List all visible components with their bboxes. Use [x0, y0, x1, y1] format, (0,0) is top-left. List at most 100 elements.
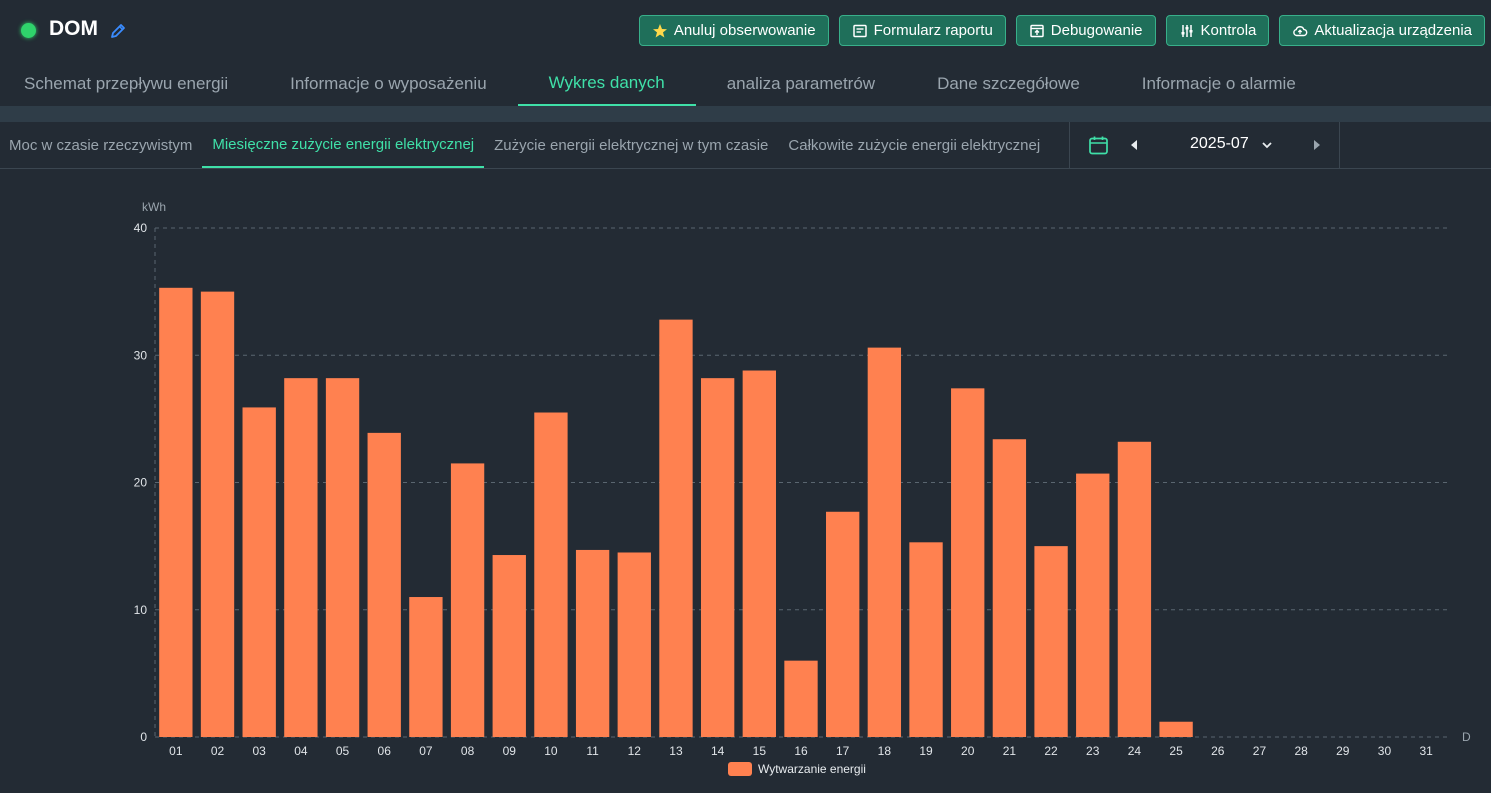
- monthly-consumption-chart: 0 10 20 30 40 kWh D 01 02 03 04 05 06 07 08 09 10 11 12 13 1…: [134, 200, 1471, 776]
- subtab-total-consumption[interactable]: Całkowite zużycie energii elektrycznej: [788, 136, 1041, 154]
- bar-day-09: [492, 555, 526, 737]
- bar-day-20: [951, 388, 985, 737]
- x-tick-label: 03: [253, 744, 267, 758]
- sliders-icon: [1181, 24, 1193, 37]
- x-axis-unit: D: [1462, 730, 1471, 744]
- report-form-button[interactable]: Formularz raportu: [838, 15, 1006, 46]
- bar-day-18: [867, 347, 902, 737]
- x-tick-label: 09: [503, 744, 517, 758]
- bar-day-02: [200, 291, 235, 737]
- x-tick-label: 11: [586, 744, 599, 758]
- x-tick-label: 08: [461, 744, 475, 758]
- selected-month[interactable]: 2025-07: [1190, 135, 1249, 152]
- x-tick-label: 28: [1294, 744, 1308, 758]
- bar-day-23: [1076, 473, 1110, 737]
- x-tick-label: 17: [836, 744, 850, 758]
- bar-day-08: [450, 463, 485, 737]
- bar-day-24: [1117, 441, 1152, 737]
- unfollow-button[interactable]: Anuluj obserwowanie: [638, 15, 829, 46]
- bar-day-14: [700, 378, 735, 737]
- legend-label: Wytwarzanie energii: [758, 762, 866, 776]
- x-tick-label: 12: [628, 744, 642, 758]
- y-axis-unit: kWh: [142, 200, 166, 214]
- x-tick-label: 02: [211, 744, 225, 758]
- bar-day-05: [325, 378, 360, 737]
- x-tick-label: 14: [711, 744, 725, 758]
- device-update-button-label: Aktualizacja urządzenia: [1314, 22, 1472, 39]
- x-tick-label: 04: [294, 744, 308, 758]
- subtab-realtime-power[interactable]: Moc w czasie rzeczywistym: [9, 136, 193, 154]
- bar-day-13: [659, 319, 693, 737]
- debug-button[interactable]: Debugowanie: [1015, 15, 1156, 46]
- x-tick-label: 15: [753, 744, 767, 758]
- star-icon: [652, 23, 667, 37]
- pencil-icon[interactable]: [109, 22, 127, 40]
- next-month-icon[interactable]: [1313, 139, 1321, 151]
- tab-equipment-info[interactable]: Informacje o wyposażeniu: [290, 73, 487, 93]
- chart-sub-tabs: Moc w czasie rzeczywistym Miesięczne zuż…: [0, 122, 1050, 168]
- subtab-monthly-consumption[interactable]: Miesięczne zużycie energii elektrycznej: [202, 122, 485, 168]
- debug-button-label: Debugowanie: [1050, 22, 1143, 39]
- chart-sub-toolbar: Moc w czasie rzeczywistym Miesięczne zuż…: [0, 122, 1491, 169]
- bar-day-17: [826, 511, 860, 737]
- tab-data-chart[interactable]: Wykres danych: [517, 61, 696, 106]
- previous-month-icon[interactable]: [1130, 139, 1138, 151]
- x-tick-label: 10: [544, 744, 558, 758]
- device-header: DOM Anuluj obserwowanie Formularz raport…: [0, 0, 1491, 60]
- y-tick-label: 10: [134, 603, 148, 617]
- report-icon: [852, 24, 867, 37]
- bar-day-10: [534, 412, 568, 737]
- bar-day-22: [1034, 546, 1068, 737]
- x-tick-label: 01: [169, 744, 183, 758]
- bar-day-12: [617, 552, 651, 737]
- bar-day-03: [242, 407, 276, 737]
- chevron-down-icon[interactable]: [1261, 139, 1273, 151]
- x-tick-label: 22: [1044, 744, 1058, 758]
- tab-alarm-info[interactable]: Informacje o alarmie: [1141, 73, 1296, 93]
- bar-day-11: [575, 549, 610, 737]
- bar-day-07: [409, 597, 443, 737]
- x-tick-label: 27: [1253, 744, 1267, 758]
- x-tick-label: 23: [1086, 744, 1100, 758]
- bar-day-06: [367, 432, 401, 737]
- cloud-upload-icon: [1293, 25, 1308, 36]
- x-tick-label: 16: [794, 744, 808, 758]
- subtab-period-consumption[interactable]: Zużycie energii elektrycznej w tym czasi…: [494, 136, 769, 154]
- bar-day-21: [992, 439, 1027, 737]
- bar-day-16: [784, 660, 818, 737]
- main-tabs: Schemat przepływu energii Informacje o w…: [0, 61, 1327, 106]
- header-actions: Anuluj obserwowanie Formularz raportu De…: [638, 15, 1485, 46]
- x-tick-label: 24: [1128, 744, 1142, 758]
- calendar-icon[interactable]: [1088, 135, 1109, 156]
- control-button[interactable]: Kontrola: [1165, 15, 1270, 46]
- x-tick-label: 20: [961, 744, 975, 758]
- debug-icon: [1030, 24, 1044, 37]
- month-picker: 2025-07: [1069, 122, 1340, 168]
- x-tick-label: 21: [1003, 744, 1017, 758]
- x-tick-label: 25: [1169, 744, 1183, 758]
- bar-day-15: [742, 370, 776, 737]
- x-tick-label: 07: [419, 744, 433, 758]
- online-status-indicator: [21, 23, 36, 38]
- bar-day-01: [159, 287, 193, 737]
- x-tick-label: 29: [1336, 744, 1350, 758]
- tab-energy-flow[interactable]: Schemat przepływu energii: [24, 73, 229, 93]
- x-tick-label: 26: [1211, 744, 1225, 758]
- control-button-label: Kontrola: [1200, 22, 1257, 39]
- section-divider: [0, 106, 1491, 122]
- y-tick-label: 20: [134, 476, 148, 490]
- y-tick-label: 0: [140, 730, 147, 744]
- bar-day-19: [909, 542, 943, 737]
- device-update-button[interactable]: Aktualizacja urządzenia: [1279, 15, 1485, 46]
- x-tick-label: 30: [1378, 744, 1392, 758]
- tab-parameter-analysis[interactable]: analiza parametrów: [726, 73, 876, 93]
- tab-detailed-data[interactable]: Dane szczegółowe: [937, 73, 1080, 93]
- legend-swatch: [728, 762, 752, 776]
- bar-day-25: [1159, 721, 1193, 737]
- x-tick-label: 05: [336, 744, 350, 758]
- x-tick-label: 06: [378, 744, 392, 758]
- device-name: DOM: [49, 17, 98, 40]
- x-tick-label: 13: [669, 744, 683, 758]
- x-tick-label: 18: [878, 744, 892, 758]
- y-tick-label: 40: [134, 221, 148, 235]
